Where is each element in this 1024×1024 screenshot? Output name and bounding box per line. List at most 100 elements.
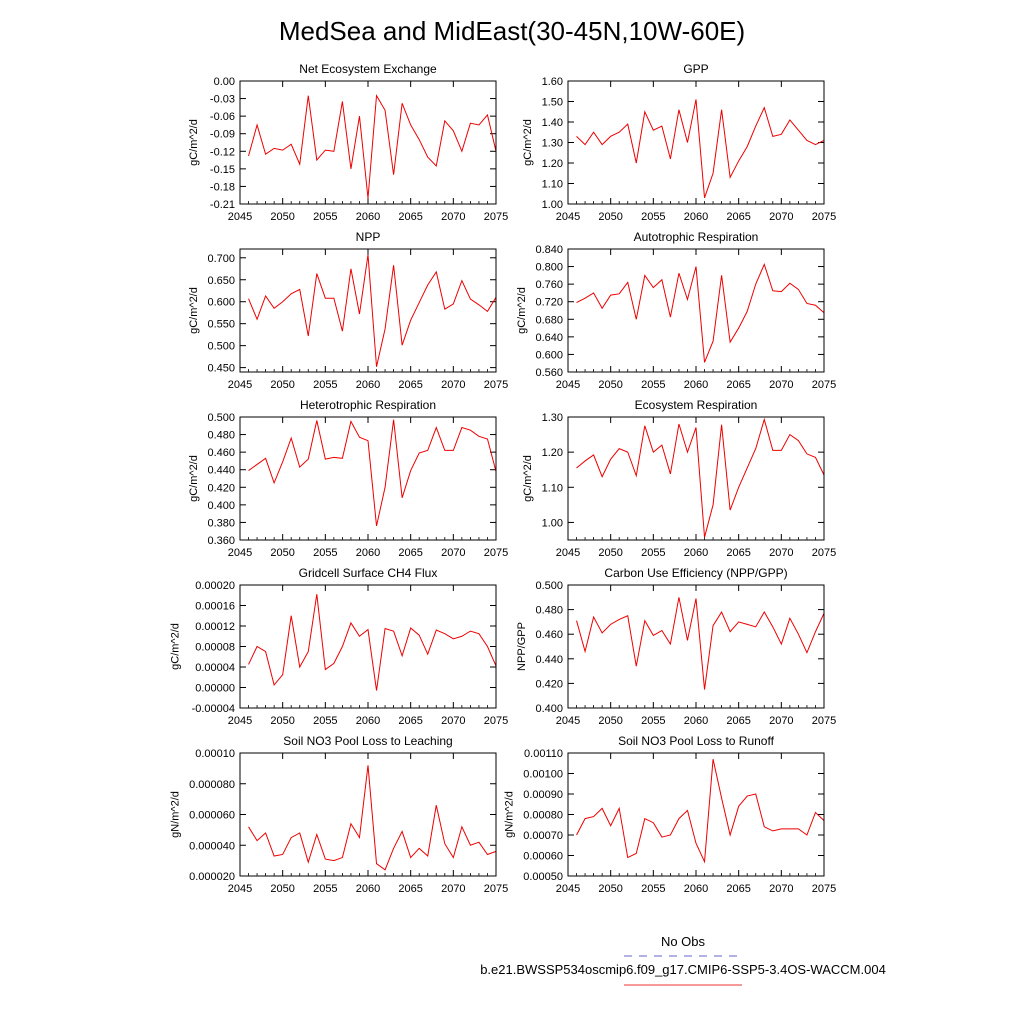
- y-tick-label: 0.420: [207, 482, 235, 494]
- x-tick-label: 2055: [313, 547, 337, 559]
- y-axis-label: gC/m^2/d: [516, 287, 528, 334]
- x-tick-label: 2060: [684, 883, 708, 895]
- y-tick-label: 0.500: [535, 580, 563, 592]
- x-tick-label: 2055: [641, 211, 665, 223]
- panel-net-ecosystem-exchange: Net Ecosystem Exchange 2045 2050 2055 2060 20…: [188, 62, 508, 223]
- series-line: [248, 254, 497, 367]
- x-tick-label: 2045: [556, 211, 580, 223]
- x-tick-label: 2050: [270, 211, 294, 223]
- x-tick-label: 2065: [398, 211, 422, 223]
- panel-title: Carbon Use Efficiency (NPP/GPP): [604, 566, 787, 580]
- x-tick-label: 2060: [356, 379, 380, 391]
- legend: No Obs b.e21.BWSSP534oscmip6.f09_g17.CMI…: [480, 934, 886, 986]
- y-tick-label: 0.600: [535, 349, 563, 361]
- x-tick-label: 2075: [812, 547, 836, 559]
- panel-title: NPP: [356, 230, 381, 244]
- y-tick-label: 0.680: [535, 314, 563, 326]
- x-tick-label: 2055: [641, 883, 665, 895]
- y-axis-label: gC/m^2/d: [188, 287, 200, 334]
- y-tick-label: 1.50: [542, 97, 563, 109]
- y-tick-label: 0.720: [535, 297, 563, 309]
- x-tick-label: 2045: [556, 883, 580, 895]
- y-tick-label: 0.400: [535, 703, 563, 715]
- y-tick-label: 0.00012: [195, 621, 235, 633]
- y-tick-label: 0.460: [535, 629, 563, 641]
- panel-npp: NPP 2045 2050 2055 2060 2065 2070 2075 0.700 0.65…: [188, 230, 508, 391]
- series-line: [576, 597, 825, 690]
- x-tick-label: 2065: [398, 883, 422, 895]
- y-tick-label: 1.20: [542, 447, 563, 459]
- y-tick-label: 1.00: [542, 517, 563, 529]
- y-tick-label: 0.360: [207, 535, 235, 547]
- x-tick-label: 2050: [598, 883, 622, 895]
- x-tick-label: 2075: [812, 883, 836, 895]
- x-tick-label: 2065: [398, 379, 422, 391]
- y-tick-label: 1.30: [542, 138, 563, 150]
- y-tick-label: 0.000020: [189, 871, 235, 883]
- y-tick-label: 0.00020: [195, 580, 235, 592]
- x-tick-label: 2070: [769, 379, 793, 391]
- y-tick-label: 0.840: [535, 244, 563, 256]
- y-axis-label: gC/m^2/d: [522, 119, 534, 166]
- y-tick-label: 0.00110: [524, 748, 563, 760]
- y-tick-label: -0.21: [210, 199, 235, 211]
- y-tick-label: -0.03: [210, 94, 235, 106]
- x-tick-label: 2070: [441, 883, 465, 895]
- y-axis-label: NPP/GPP: [516, 622, 528, 671]
- y-tick-label: 0.650: [207, 275, 235, 287]
- panel-autotrophic-respiration: Autotrophic Respiration 2045 2050 2055 2060 2…: [516, 230, 836, 391]
- x-tick-label: 2055: [313, 211, 337, 223]
- plot-frame: [239, 752, 497, 877]
- x-tick-label: 2070: [441, 547, 465, 559]
- panel-heterotrophic-respiration: Heterotrophic Respiration 2045 2050 2055 206…: [188, 398, 508, 559]
- y-tick-label: 0.000060: [189, 810, 235, 822]
- panel-carbon-use-efficiency-npp-gpp: Carbon Use Efficiency (NPP/GPP) 2045 2050 2…: [516, 566, 836, 727]
- x-tick-label: 2075: [812, 715, 836, 727]
- x-tick-label: 2055: [313, 883, 337, 895]
- plot-frame: [567, 584, 825, 709]
- x-tick-label: 2055: [641, 715, 665, 727]
- y-tick-label: 1.30: [542, 412, 563, 424]
- x-tick-label: 2075: [812, 211, 836, 223]
- panel-title: GPP: [683, 62, 708, 76]
- x-tick-label: 2065: [726, 547, 750, 559]
- x-tick-label: 2065: [398, 715, 422, 727]
- panel-gridcell-surface-ch4-flux: Gridcell Surface CH4 Flux 2045 2050 2055 206…: [169, 566, 508, 727]
- series-line: [576, 99, 825, 199]
- plot-frame: [567, 416, 825, 541]
- y-tick-label: 0.600: [207, 297, 235, 309]
- x-tick-label: 2075: [484, 715, 508, 727]
- x-tick-label: 2075: [812, 379, 836, 391]
- legend-label-run: b.e21.BWSSP534oscmip6.f09_g17.CMIP6-SSP5…: [480, 962, 886, 977]
- y-tick-label: 1.00: [542, 199, 563, 211]
- y-tick-label: 0.480: [535, 605, 563, 617]
- x-tick-label: 2075: [484, 379, 508, 391]
- x-tick-label: 2070: [769, 715, 793, 727]
- x-tick-label: 2060: [684, 211, 708, 223]
- y-tick-label: -0.12: [210, 146, 235, 158]
- x-tick-label: 2045: [228, 547, 252, 559]
- x-tick-label: 2055: [313, 715, 337, 727]
- y-tick-label: 0.560: [535, 367, 563, 379]
- y-tick-label: 1.10: [542, 482, 563, 494]
- series-line: [576, 417, 825, 538]
- y-tick-label: -0.18: [210, 181, 235, 193]
- y-tick-label: 0.500: [207, 341, 235, 353]
- panel-title: Ecosystem Respiration: [635, 398, 758, 412]
- y-tick-label: 1.60: [542, 76, 563, 88]
- legend-label-no-obs: No Obs: [661, 934, 706, 949]
- plot-frame: [567, 752, 825, 877]
- x-tick-label: 2050: [598, 379, 622, 391]
- y-tick-label: -0.15: [210, 164, 235, 176]
- panel-title: Soil NO3 Pool Loss to Leaching: [283, 734, 452, 748]
- x-tick-label: 2070: [769, 883, 793, 895]
- y-tick-label: 0.460: [207, 447, 235, 459]
- x-tick-label: 2045: [228, 883, 252, 895]
- panel-title: Net Ecosystem Exchange: [299, 62, 437, 76]
- x-tick-label: 2045: [556, 379, 580, 391]
- y-tick-label: 0.440: [207, 465, 235, 477]
- y-tick-label: 1.20: [542, 158, 563, 170]
- plot-frame: [239, 80, 497, 205]
- x-tick-label: 2070: [769, 211, 793, 223]
- x-tick-label: 2060: [684, 379, 708, 391]
